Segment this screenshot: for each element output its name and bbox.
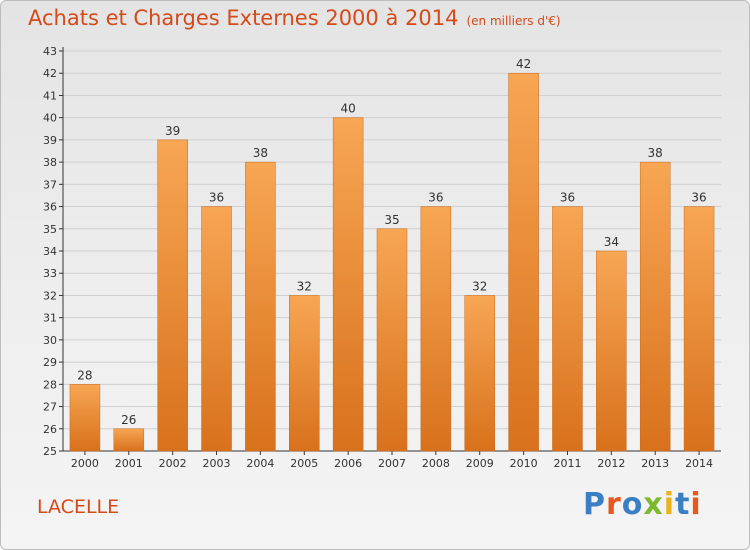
y-tick-label: 36	[43, 201, 57, 214]
y-tick-label: 31	[43, 312, 57, 325]
data-label: 36	[209, 191, 224, 205]
logo-letter: x	[643, 487, 664, 522]
proxiti-logo[interactable]: Proxiti	[583, 487, 702, 522]
y-tick-label: 26	[43, 423, 57, 436]
data-label: 28	[77, 368, 92, 382]
bar-2000	[69, 384, 101, 452]
y-tick-label: 38	[43, 156, 57, 169]
y-tick-label: 29	[43, 356, 57, 369]
unit-note: (en milliers d'€)	[466, 14, 561, 28]
data-label: 32	[472, 279, 487, 293]
data-label: 40	[340, 102, 355, 116]
bar-2005	[289, 295, 320, 452]
x-tick-label: 2010	[510, 457, 538, 470]
bar-2008	[420, 206, 452, 452]
logo-letter: t	[675, 487, 691, 522]
y-tick-label: 32	[43, 289, 57, 302]
x-tick-label: 2012	[597, 457, 625, 470]
logo-letter: P	[583, 487, 606, 522]
bar-2002	[157, 139, 188, 452]
x-tick-label: 2000	[71, 457, 99, 470]
chart-title: Achats et Charges Externes 2000 à 2014 (e…	[28, 6, 561, 30]
bar-2007	[376, 228, 408, 452]
y-tick-label: 37	[43, 178, 57, 191]
data-label: 35	[384, 213, 399, 227]
logo-letter: o	[621, 487, 644, 522]
x-tick-label: 2013	[641, 457, 669, 470]
data-label: 26	[121, 413, 136, 427]
y-tick-label: 40	[43, 112, 57, 125]
x-tick-label: 2011	[553, 457, 581, 470]
x-tick-label: 2004	[246, 457, 274, 470]
data-label: 39	[165, 124, 180, 138]
data-label: 42	[516, 57, 531, 71]
bar-2003	[201, 206, 232, 452]
bar-2004	[245, 161, 276, 452]
y-tick-label: 35	[43, 223, 57, 236]
x-tick-label: 2008	[422, 457, 450, 470]
y-tick-label: 39	[43, 134, 57, 147]
x-tick-label: 2014	[685, 457, 713, 470]
logo-letter: i	[690, 487, 702, 522]
data-label: 32	[297, 279, 312, 293]
commune-name: LACELLE	[37, 496, 120, 518]
x-tick-label: 2006	[334, 457, 362, 470]
data-label: 36	[691, 191, 706, 205]
x-tick-label: 2001	[115, 457, 143, 470]
data-label: 38	[648, 146, 663, 160]
data-label: 38	[253, 146, 268, 160]
x-tick-label: 2003	[203, 457, 231, 470]
data-label: 34	[604, 235, 619, 249]
bar-2010	[508, 72, 539, 452]
logo-letter: i	[663, 487, 676, 522]
x-tick-label: 2005	[290, 457, 318, 470]
bar-2001	[113, 428, 145, 452]
y-tick-label: 43	[43, 45, 57, 58]
bar-2014	[683, 206, 715, 452]
bar-2006	[332, 117, 364, 452]
tick-labels: 25 26 27 28 29 30 31 32 33 34 35 36 37 38 39 40 41 42 43 20…	[43, 45, 713, 470]
logo-letter: r	[606, 487, 622, 522]
data-label: 36	[560, 191, 575, 205]
y-tick-label: 42	[43, 67, 57, 80]
chart-title-text: Achats et Charges Externes 2000 à 2014	[28, 6, 459, 30]
bars	[69, 72, 715, 452]
y-tick-label: 25	[43, 445, 57, 458]
data-labels: 28 26 39 36 38 32 40 35 36 32 42 36 34 38 36	[77, 57, 706, 427]
y-tick-label: 30	[43, 334, 57, 347]
x-tick-label: 2007	[378, 457, 406, 470]
x-tick-label: 2002	[159, 457, 187, 470]
x-tick-label: 2009	[466, 457, 494, 470]
y-tick-label: 27	[43, 401, 57, 414]
y-tick-label: 41	[43, 89, 57, 102]
y-tick-label: 33	[43, 267, 57, 280]
bar-2013	[639, 161, 671, 452]
y-tick-label: 34	[43, 245, 57, 258]
y-tick-label: 28	[43, 378, 57, 391]
data-label: 36	[428, 191, 443, 205]
bar-2011	[552, 206, 583, 452]
bar-2012	[596, 250, 627, 452]
bar-2009	[464, 295, 495, 452]
